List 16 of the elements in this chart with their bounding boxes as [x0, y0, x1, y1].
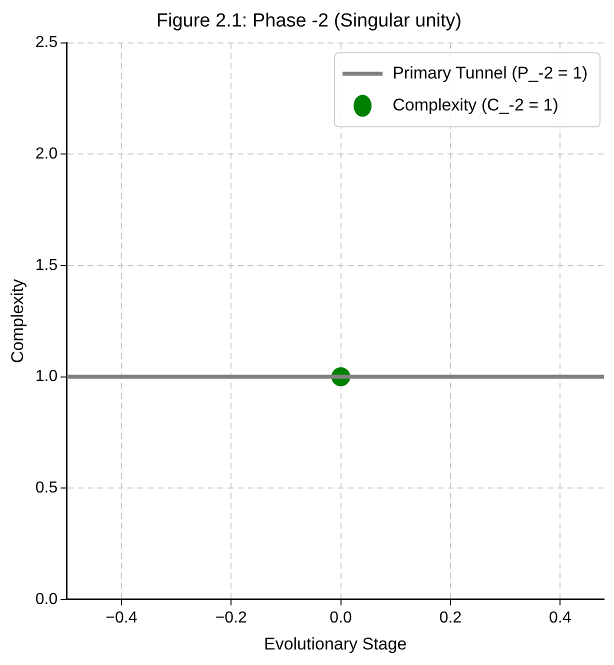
y-tick-label: 2.5 — [35, 34, 58, 52]
x-tick-label: 0.0 — [330, 609, 352, 626]
chart-title: Figure 2.1: Phase -2 (Singular unity) — [156, 10, 462, 32]
x-tick-label: −0.2 — [215, 609, 248, 626]
x-tick-label: 0.2 — [439, 609, 462, 626]
legend-label: Primary Tunnel (P_-2 = 1) — [392, 63, 588, 82]
y-tick-label: 0.0 — [35, 590, 58, 608]
y-tick-label: 0.5 — [35, 479, 58, 496]
y-tick-label: 1.0 — [35, 368, 58, 386]
y-tick-label: 2.0 — [35, 146, 58, 163]
x-tick-label: 0.4 — [549, 609, 572, 626]
x-tick-label: −0.4 — [106, 609, 138, 626]
legend-label: Complexity (C_-2 = 1) — [392, 95, 558, 114]
y-tick-label: 1.5 — [35, 256, 58, 274]
y-axis-title: Complexity — [8, 278, 27, 364]
x-axis-title: Evolutionary Stage — [264, 634, 407, 654]
